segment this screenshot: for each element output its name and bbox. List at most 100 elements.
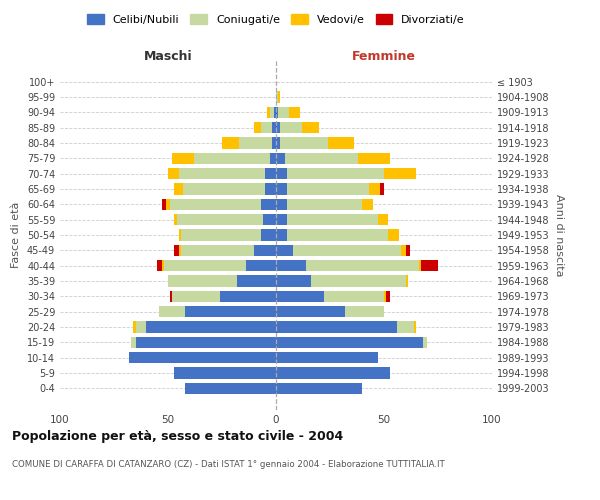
- Text: Maschi: Maschi: [143, 50, 193, 64]
- Bar: [194, 152, 269, 164]
- Bar: [276, 244, 293, 256]
- Bar: [272, 122, 276, 134]
- Bar: [276, 276, 311, 287]
- Bar: [386, 290, 391, 302]
- Bar: [254, 244, 276, 256]
- Bar: [168, 168, 179, 179]
- Bar: [161, 198, 166, 210]
- Bar: [419, 260, 421, 272]
- Bar: [179, 229, 181, 241]
- Text: COMUNE DI CARAFFA DI CATANZARO (CZ) - Dati ISTAT 1° gennaio 2004 - Elaborazione : COMUNE DI CARAFFA DI CATANZARO (CZ) - Da…: [12, 460, 445, 469]
- Bar: [181, 229, 261, 241]
- Bar: [160, 306, 185, 318]
- Bar: [179, 168, 265, 179]
- Bar: [421, 260, 438, 272]
- Bar: [175, 244, 179, 256]
- Bar: [276, 260, 306, 272]
- Bar: [276, 183, 287, 194]
- Bar: [276, 198, 287, 210]
- Bar: [164, 260, 246, 272]
- Bar: [172, 152, 194, 164]
- Bar: [185, 306, 276, 318]
- Bar: [276, 152, 284, 164]
- Bar: [276, 91, 278, 102]
- Bar: [358, 152, 391, 164]
- Bar: [237, 276, 276, 287]
- Bar: [293, 244, 401, 256]
- Bar: [269, 152, 276, 164]
- Bar: [280, 122, 302, 134]
- Bar: [287, 198, 362, 210]
- Y-axis label: Anni di nascita: Anni di nascita: [554, 194, 563, 276]
- Bar: [328, 137, 354, 148]
- Bar: [157, 260, 161, 272]
- Bar: [265, 183, 276, 194]
- Bar: [220, 290, 276, 302]
- Bar: [276, 322, 397, 333]
- Bar: [287, 168, 384, 179]
- Bar: [276, 306, 345, 318]
- Bar: [287, 229, 388, 241]
- Bar: [261, 229, 276, 241]
- Bar: [183, 183, 265, 194]
- Bar: [176, 214, 263, 226]
- Bar: [161, 260, 164, 272]
- Bar: [397, 322, 414, 333]
- Bar: [388, 229, 399, 241]
- Bar: [172, 290, 220, 302]
- Bar: [168, 276, 237, 287]
- Bar: [276, 290, 323, 302]
- Bar: [222, 137, 239, 148]
- Bar: [384, 290, 386, 302]
- Bar: [175, 214, 176, 226]
- Bar: [261, 198, 276, 210]
- Bar: [269, 106, 274, 118]
- Bar: [185, 382, 276, 394]
- Bar: [175, 368, 276, 379]
- Bar: [380, 183, 384, 194]
- Bar: [345, 306, 384, 318]
- Bar: [175, 183, 183, 194]
- Bar: [133, 322, 136, 333]
- Bar: [401, 244, 406, 256]
- Bar: [377, 214, 388, 226]
- Bar: [406, 244, 410, 256]
- Bar: [181, 244, 254, 256]
- Bar: [276, 168, 287, 179]
- Bar: [274, 106, 276, 118]
- Bar: [289, 106, 300, 118]
- Bar: [306, 260, 419, 272]
- Bar: [272, 137, 276, 148]
- Bar: [284, 152, 358, 164]
- Bar: [406, 276, 408, 287]
- Bar: [278, 91, 280, 102]
- Bar: [136, 336, 276, 348]
- Bar: [146, 322, 276, 333]
- Bar: [265, 168, 276, 179]
- Bar: [276, 137, 280, 148]
- Bar: [276, 106, 278, 118]
- Bar: [276, 122, 280, 134]
- Bar: [263, 214, 276, 226]
- Bar: [261, 122, 272, 134]
- Text: Femmine: Femmine: [352, 50, 416, 64]
- Bar: [131, 336, 136, 348]
- Bar: [323, 290, 384, 302]
- Bar: [276, 336, 423, 348]
- Bar: [362, 198, 373, 210]
- Bar: [239, 137, 272, 148]
- Bar: [414, 322, 416, 333]
- Y-axis label: Fasce di età: Fasce di età: [11, 202, 21, 268]
- Bar: [276, 214, 287, 226]
- Bar: [287, 214, 377, 226]
- Bar: [280, 137, 328, 148]
- Text: Popolazione per età, sesso e stato civile - 2004: Popolazione per età, sesso e stato civil…: [12, 430, 343, 443]
- Bar: [278, 106, 289, 118]
- Bar: [302, 122, 319, 134]
- Bar: [276, 229, 287, 241]
- Bar: [170, 290, 172, 302]
- Bar: [276, 368, 391, 379]
- Bar: [268, 106, 269, 118]
- Bar: [276, 382, 362, 394]
- Bar: [129, 352, 276, 364]
